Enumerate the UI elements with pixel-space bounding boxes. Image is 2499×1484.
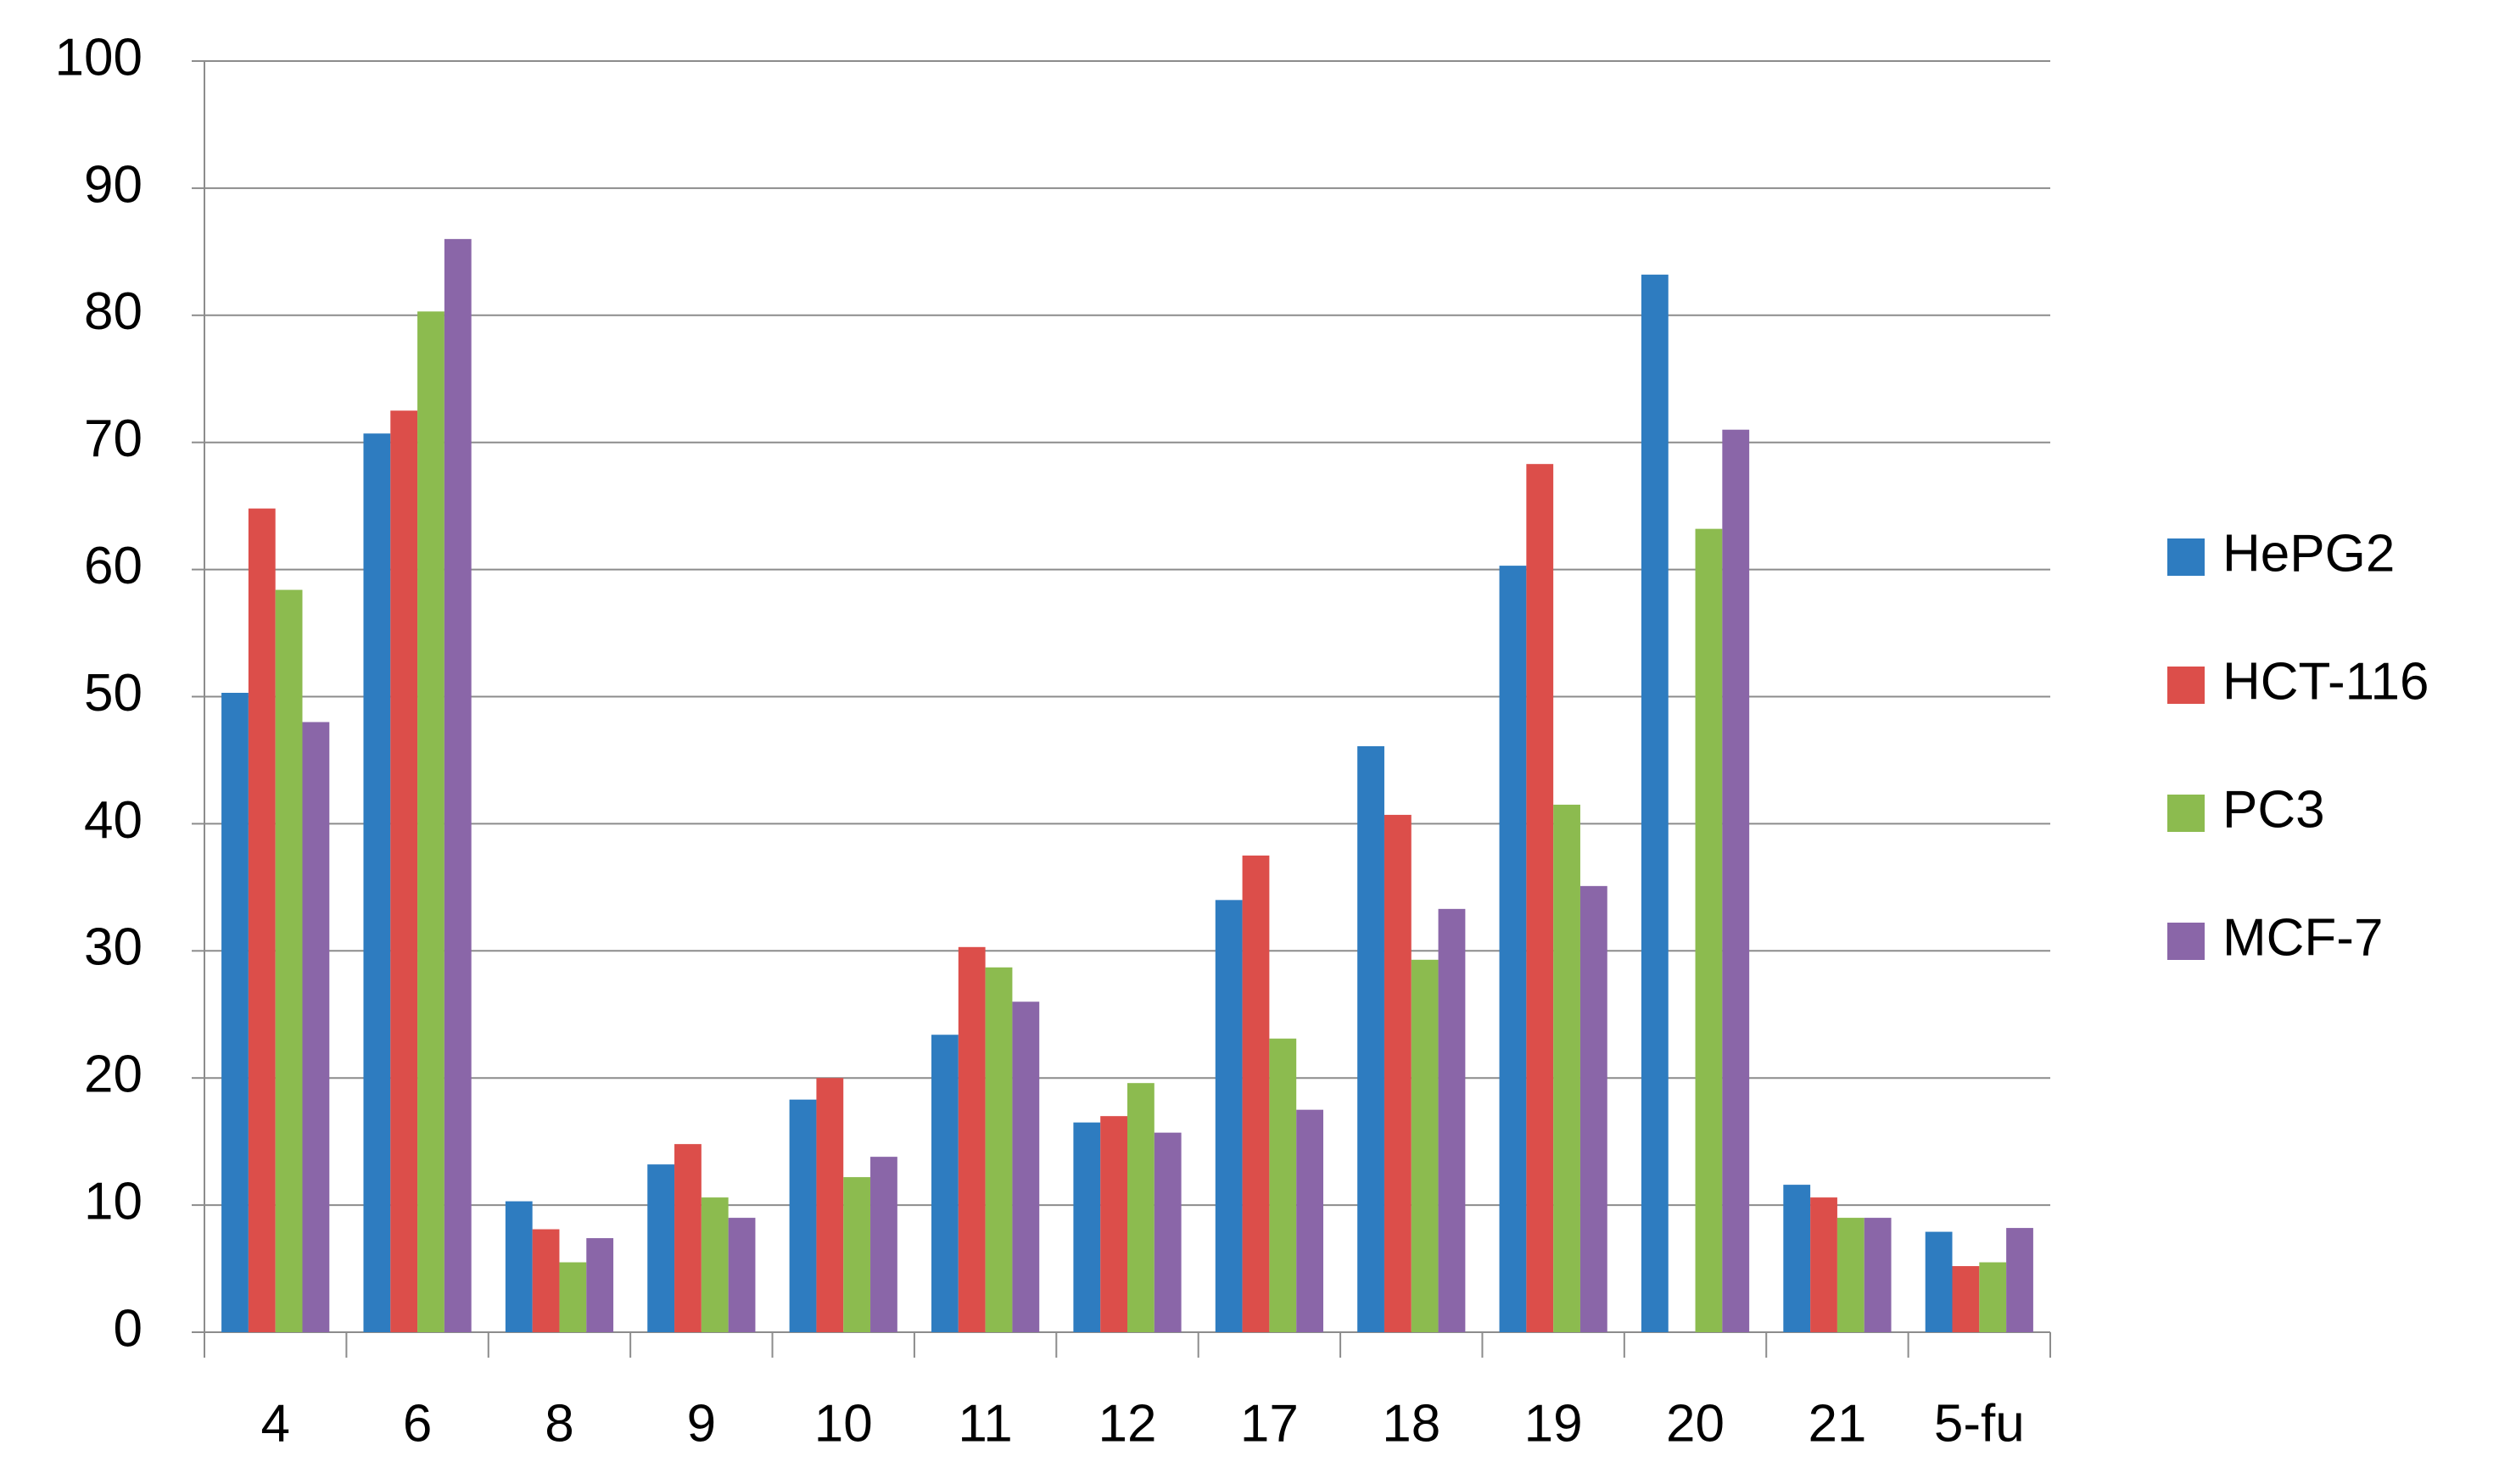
bar <box>1242 855 1270 1332</box>
bar <box>1154 1132 1182 1332</box>
x-tick-label: 5-fu <box>1934 1394 2025 1453</box>
bar <box>1952 1266 1980 1332</box>
bar <box>1411 959 1439 1332</box>
legend-swatch <box>2167 923 2205 960</box>
legend-label: MCF-7 <box>2222 908 2383 967</box>
bar <box>1810 1197 1837 1332</box>
legend-swatch <box>2167 795 2205 832</box>
bar <box>1722 429 1750 1333</box>
x-tick-label: 12 <box>1099 1394 1157 1453</box>
x-tick-label: 9 <box>687 1394 716 1453</box>
bar <box>1641 274 1669 1332</box>
legend-swatch <box>2167 667 2205 704</box>
bar <box>1864 1218 1892 1332</box>
bar <box>1215 900 1243 1332</box>
bar <box>248 508 276 1332</box>
x-tick-label: 10 <box>814 1394 873 1453</box>
x-tick-label: 20 <box>1666 1394 1725 1453</box>
bar <box>647 1164 675 1332</box>
bar <box>2006 1228 2033 1332</box>
y-tick-label: 100 <box>55 28 143 86</box>
bar <box>559 1262 587 1332</box>
legend-label: PC3 <box>2222 780 2325 839</box>
y-tick-label: 40 <box>84 791 143 850</box>
bar <box>1526 464 1554 1332</box>
bar <box>1499 566 1527 1332</box>
bar <box>1100 1116 1127 1332</box>
y-tick-label: 90 <box>84 155 143 214</box>
bar <box>1127 1083 1154 1332</box>
bar <box>221 693 249 1332</box>
bar <box>1837 1218 1864 1332</box>
bar <box>701 1197 729 1332</box>
legend-swatch <box>2167 538 2205 576</box>
bar <box>586 1238 614 1332</box>
x-tick-label: 8 <box>545 1394 573 1453</box>
y-tick-label: 50 <box>84 664 143 722</box>
x-tick-label: 17 <box>1240 1394 1299 1453</box>
bar <box>1979 1262 2007 1332</box>
bar <box>417 311 444 1333</box>
bar <box>674 1144 702 1332</box>
bar <box>1438 908 1466 1332</box>
bar <box>275 589 303 1332</box>
bar <box>1783 1185 1811 1332</box>
bar <box>1695 528 1723 1332</box>
y-tick-label: 30 <box>84 918 143 977</box>
bar <box>302 722 330 1332</box>
legend-label: HePG2 <box>2222 524 2395 583</box>
legend-label: HCT-116 <box>2222 652 2429 711</box>
bar <box>931 1035 959 1332</box>
y-tick-label: 80 <box>84 282 143 341</box>
x-tick-label: 11 <box>958 1394 1012 1453</box>
y-tick-label: 70 <box>84 410 143 468</box>
bar <box>390 410 418 1333</box>
x-tick-label: 6 <box>403 1394 432 1453</box>
bar <box>1269 1038 1297 1332</box>
bar <box>505 1201 533 1332</box>
bar <box>444 238 472 1332</box>
bar <box>789 1099 817 1332</box>
bar <box>1296 1109 1323 1332</box>
bar <box>985 967 1013 1332</box>
bar <box>870 1157 897 1332</box>
bar <box>532 1229 560 1332</box>
bar <box>1012 1001 1040 1332</box>
x-tick-label: 18 <box>1382 1394 1440 1453</box>
bar <box>728 1218 756 1332</box>
bar <box>363 433 391 1332</box>
y-tick-label: 10 <box>84 1172 143 1230</box>
x-tick-label: 19 <box>1524 1394 1583 1453</box>
y-tick-label: 60 <box>84 537 143 595</box>
bar <box>1579 885 1607 1332</box>
x-tick-label: 4 <box>260 1394 289 1453</box>
bar <box>816 1078 844 1332</box>
y-tick-label: 20 <box>84 1046 143 1104</box>
bar <box>843 1177 871 1332</box>
bar <box>1357 745 1384 1332</box>
bar <box>958 946 986 1332</box>
bar <box>1553 804 1580 1332</box>
bar <box>1384 814 1412 1332</box>
x-tick-label: 21 <box>1808 1394 1866 1453</box>
bar <box>1073 1122 1101 1332</box>
y-tick-label: 0 <box>114 1299 143 1358</box>
bar <box>1925 1231 1953 1332</box>
